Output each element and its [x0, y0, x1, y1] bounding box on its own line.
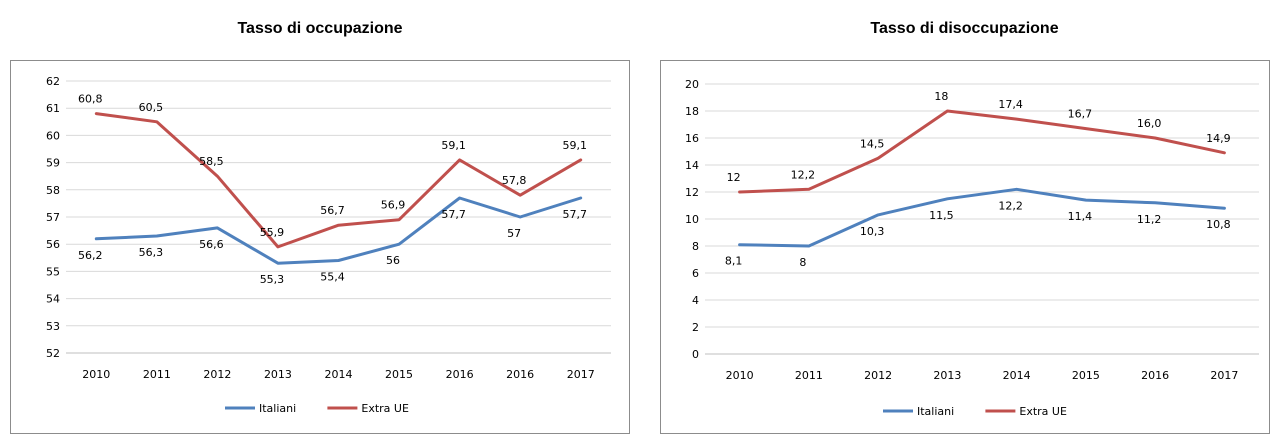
x-tick-label: 2016	[446, 368, 474, 381]
x-tick-label: 2012	[203, 368, 231, 381]
data-label: 11,4	[1068, 210, 1093, 223]
data-label: 55,3	[260, 273, 285, 286]
data-label: 10,8	[1206, 218, 1231, 231]
data-label: 55,9	[260, 226, 285, 239]
y-tick-label: 20	[685, 78, 699, 91]
y-tick-label: 57	[46, 211, 60, 224]
x-tick-label: 2017	[1210, 369, 1238, 382]
occupation-line-chart: 52 53 54 55 56 57 58 59 60 61 62 2010 2011 2012 2013 20…	[46, 75, 611, 415]
y-tick-label: 55	[46, 265, 60, 278]
data-label: 14,5	[860, 137, 885, 150]
y-tick-label: 54	[46, 293, 60, 306]
y-tick-label: 53	[46, 320, 60, 333]
data-label: 8	[799, 256, 806, 269]
y-tick-label: 8	[692, 240, 699, 253]
x-tick-label: 2012	[864, 369, 892, 382]
data-label: 16,7	[1068, 108, 1093, 121]
data-label: 58,5	[199, 155, 224, 168]
chart-title: Tasso di disoccupazione	[870, 20, 1059, 37]
x-tick-label: 2016	[1141, 369, 1169, 382]
data-label: 59,1	[441, 139, 466, 152]
unemployment-line-chart: 0 2 4 6 8 10 12 14 16 18 20 2010 2011 2012 2013 2014 201…	[685, 78, 1259, 418]
x-tick-label: 2015	[1072, 369, 1100, 382]
x-tick-label: 2014	[1003, 369, 1031, 382]
y-tick-label: 61	[46, 102, 60, 115]
y-tick-label: 60	[46, 129, 60, 142]
data-label: 56	[386, 254, 400, 267]
data-label: 12,2	[998, 199, 1023, 212]
data-label: 59,1	[562, 139, 587, 152]
data-label: 57,7	[441, 208, 466, 221]
x-tick-label: 2010	[82, 368, 110, 381]
x-tick-label: 2016	[506, 368, 534, 381]
x-tick-label: 2011	[795, 369, 823, 382]
x-tick-label: 2011	[143, 368, 171, 381]
data-label: 56,2	[78, 249, 103, 262]
series-line	[94, 112, 583, 249]
legend-label: Italiani	[917, 405, 954, 418]
y-tick-label: 14	[685, 159, 699, 172]
y-tick-label: 59	[46, 157, 60, 170]
data-label: 60,8	[78, 93, 103, 106]
x-tick-label: 2010	[726, 369, 754, 382]
y-tick-label: 52	[46, 347, 60, 360]
data-label: 56,9	[381, 199, 406, 212]
chart-title: Tasso di occupazione	[237, 20, 403, 37]
data-label: 57,7	[562, 208, 587, 221]
y-tick-label: 12	[685, 186, 699, 199]
y-tick-label: 16	[685, 132, 699, 145]
legend-label: Extra UE	[361, 402, 409, 415]
data-label: 12	[727, 171, 741, 184]
data-label: 60,5	[139, 101, 164, 114]
data-label: 56,7	[320, 204, 345, 217]
y-tick-label: 6	[692, 267, 699, 280]
legend-label: Extra UE	[1019, 405, 1067, 418]
y-tick-label: 4	[692, 294, 699, 307]
series-line	[738, 187, 1226, 248]
x-tick-label: 2015	[385, 368, 413, 381]
data-label: 12,2	[791, 168, 816, 181]
y-tick-label: 10	[685, 213, 699, 226]
data-label: 11,2	[1137, 213, 1162, 226]
x-tick-label: 2017	[567, 368, 595, 381]
data-label: 17,4	[998, 98, 1023, 111]
data-label: 55,4	[320, 271, 345, 284]
x-tick-label: 2013	[933, 369, 961, 382]
series-line	[738, 109, 1226, 194]
data-label: 10,3	[860, 225, 885, 238]
y-tick-label: 62	[46, 75, 60, 88]
data-label: 16,0	[1137, 117, 1162, 130]
legend-label: Italiani	[259, 402, 296, 415]
data-label: 8,1	[725, 255, 743, 268]
y-tick-label: 58	[46, 184, 60, 197]
x-tick-label: 2014	[325, 368, 353, 381]
data-label: 14,9	[1206, 132, 1231, 145]
chart-frame: 0 2 4 6 8 10 12 14 16 18 20 2010 2011 2012 2013 2014 201…	[660, 60, 1270, 434]
data-label: 18	[934, 90, 948, 103]
data-label: 11,5	[929, 209, 954, 222]
y-tick-label: 0	[692, 348, 699, 361]
y-tick-label: 56	[46, 238, 60, 251]
x-tick-label: 2013	[264, 368, 292, 381]
y-tick-label: 2	[692, 321, 699, 334]
data-label: 56,6	[199, 238, 224, 251]
chart-frame: 52 53 54 55 56 57 58 59 60 61 62 2010 2011 2012 2013 20…	[10, 60, 630, 434]
data-label: 57,8	[502, 174, 527, 187]
series-line	[94, 196, 583, 265]
data-label: 56,3	[139, 246, 164, 259]
data-label: 57	[507, 227, 521, 240]
y-tick-label: 18	[685, 105, 699, 118]
